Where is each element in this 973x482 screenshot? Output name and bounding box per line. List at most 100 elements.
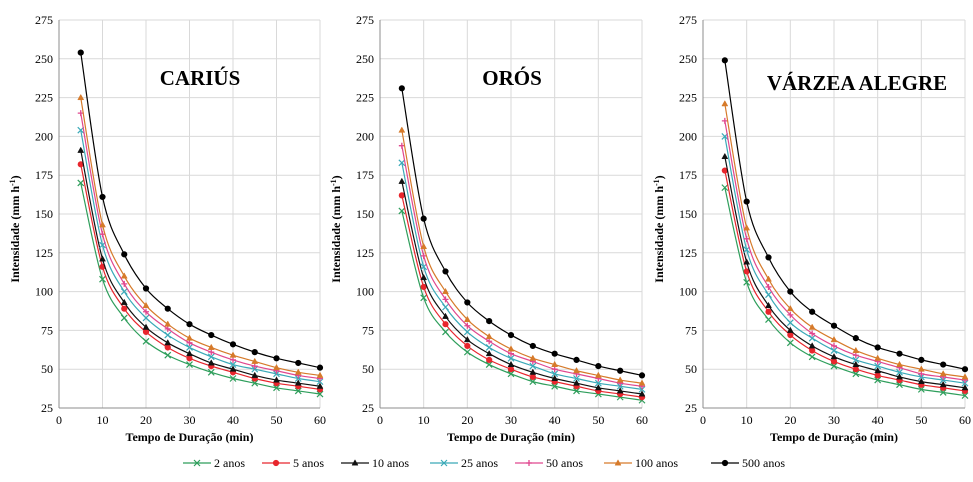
data-point xyxy=(186,361,193,368)
data-point xyxy=(507,345,515,352)
data-point xyxy=(294,379,302,386)
y-axis-title: Intensidade (mm h-1) xyxy=(329,175,343,282)
data-point xyxy=(207,368,215,376)
data-point xyxy=(507,331,515,339)
series-line xyxy=(80,150,321,387)
data-point xyxy=(294,375,302,382)
data-point xyxy=(830,353,838,360)
data-point xyxy=(316,364,324,371)
series-line xyxy=(724,136,966,384)
data-point xyxy=(486,356,493,363)
data-point xyxy=(573,379,580,386)
data-point xyxy=(316,390,324,398)
data-point xyxy=(186,339,193,346)
data-point xyxy=(787,288,794,295)
legend-label: 50 anos xyxy=(546,456,583,470)
y-tick-label: 100 xyxy=(356,285,374,299)
data-point xyxy=(786,319,794,327)
y-tick-label: 250 xyxy=(356,52,374,66)
x-tick-label: 60 xyxy=(636,413,648,427)
data-point xyxy=(442,303,449,311)
data-point xyxy=(721,152,729,160)
data-point xyxy=(638,385,646,393)
data-point xyxy=(961,392,969,400)
data-point xyxy=(207,359,215,366)
data-point xyxy=(594,379,602,387)
y-tick-label: 25 xyxy=(362,401,374,415)
data-point xyxy=(442,328,449,336)
data-point xyxy=(551,366,558,373)
legend-marker xyxy=(614,459,622,466)
data-point xyxy=(765,283,772,290)
x-tick-label: 60 xyxy=(314,413,326,427)
data-point xyxy=(529,342,536,350)
data-point xyxy=(786,304,794,312)
legend-marker xyxy=(351,459,359,466)
series-50-anos xyxy=(721,117,968,384)
data-point xyxy=(874,367,882,374)
y-tick-label: 200 xyxy=(679,129,697,143)
x-axis-title: Tempo de Duração (min) xyxy=(126,430,254,444)
data-point xyxy=(743,235,750,242)
data-point xyxy=(121,305,128,312)
data-point xyxy=(273,370,280,378)
data-point xyxy=(229,341,237,348)
data-point xyxy=(507,366,515,373)
legend: 2 anos 5 anos 10 anos 25 anos 50 anos 100 ano… xyxy=(183,456,785,470)
data-point xyxy=(142,285,150,292)
data-point xyxy=(294,368,302,375)
data-point xyxy=(316,371,324,378)
data-point xyxy=(273,355,280,362)
legend-marker xyxy=(721,459,729,467)
data-point xyxy=(573,356,580,363)
y-tick-label: 100 xyxy=(679,285,697,299)
data-point xyxy=(207,343,215,350)
x-tick-label: 30 xyxy=(505,413,517,427)
data-point xyxy=(398,192,405,199)
data-point xyxy=(743,198,750,205)
x-tick-label: 0 xyxy=(56,413,62,427)
data-point xyxy=(808,323,816,330)
data-point xyxy=(765,316,772,323)
data-point xyxy=(551,350,558,357)
legend-item: 25 anos xyxy=(430,456,498,470)
legend-marker xyxy=(526,460,532,466)
data-point xyxy=(573,375,580,382)
data-point xyxy=(529,368,537,375)
data-point xyxy=(787,311,794,318)
data-point xyxy=(917,373,925,381)
data-point xyxy=(251,363,258,370)
data-point xyxy=(486,317,493,325)
data-point xyxy=(765,301,772,309)
data-point xyxy=(77,179,85,187)
y-tick-label: 200 xyxy=(356,129,374,143)
series-10-anos xyxy=(77,146,324,389)
series-2-anos xyxy=(77,179,324,398)
data-point xyxy=(186,334,193,341)
data-point xyxy=(295,359,302,367)
series-line xyxy=(80,130,321,383)
data-point xyxy=(164,339,172,346)
data-point xyxy=(143,308,149,315)
data-point xyxy=(961,373,969,380)
data-point xyxy=(529,354,537,361)
y-tick-label: 250 xyxy=(679,52,697,66)
data-point xyxy=(721,100,729,107)
data-point xyxy=(251,357,259,364)
series-line xyxy=(724,120,966,381)
chart-title: ORÓS xyxy=(482,66,542,90)
data-point xyxy=(164,305,171,312)
data-point xyxy=(142,314,150,322)
data-point xyxy=(420,273,428,281)
data-point xyxy=(485,349,493,357)
data-point xyxy=(939,381,947,388)
data-point xyxy=(507,354,515,362)
series-100-anos xyxy=(398,126,646,386)
data-point xyxy=(786,326,794,333)
data-point xyxy=(120,288,128,296)
data-point xyxy=(917,377,925,385)
data-point xyxy=(594,384,602,391)
data-point xyxy=(787,331,794,339)
data-point xyxy=(398,207,406,215)
